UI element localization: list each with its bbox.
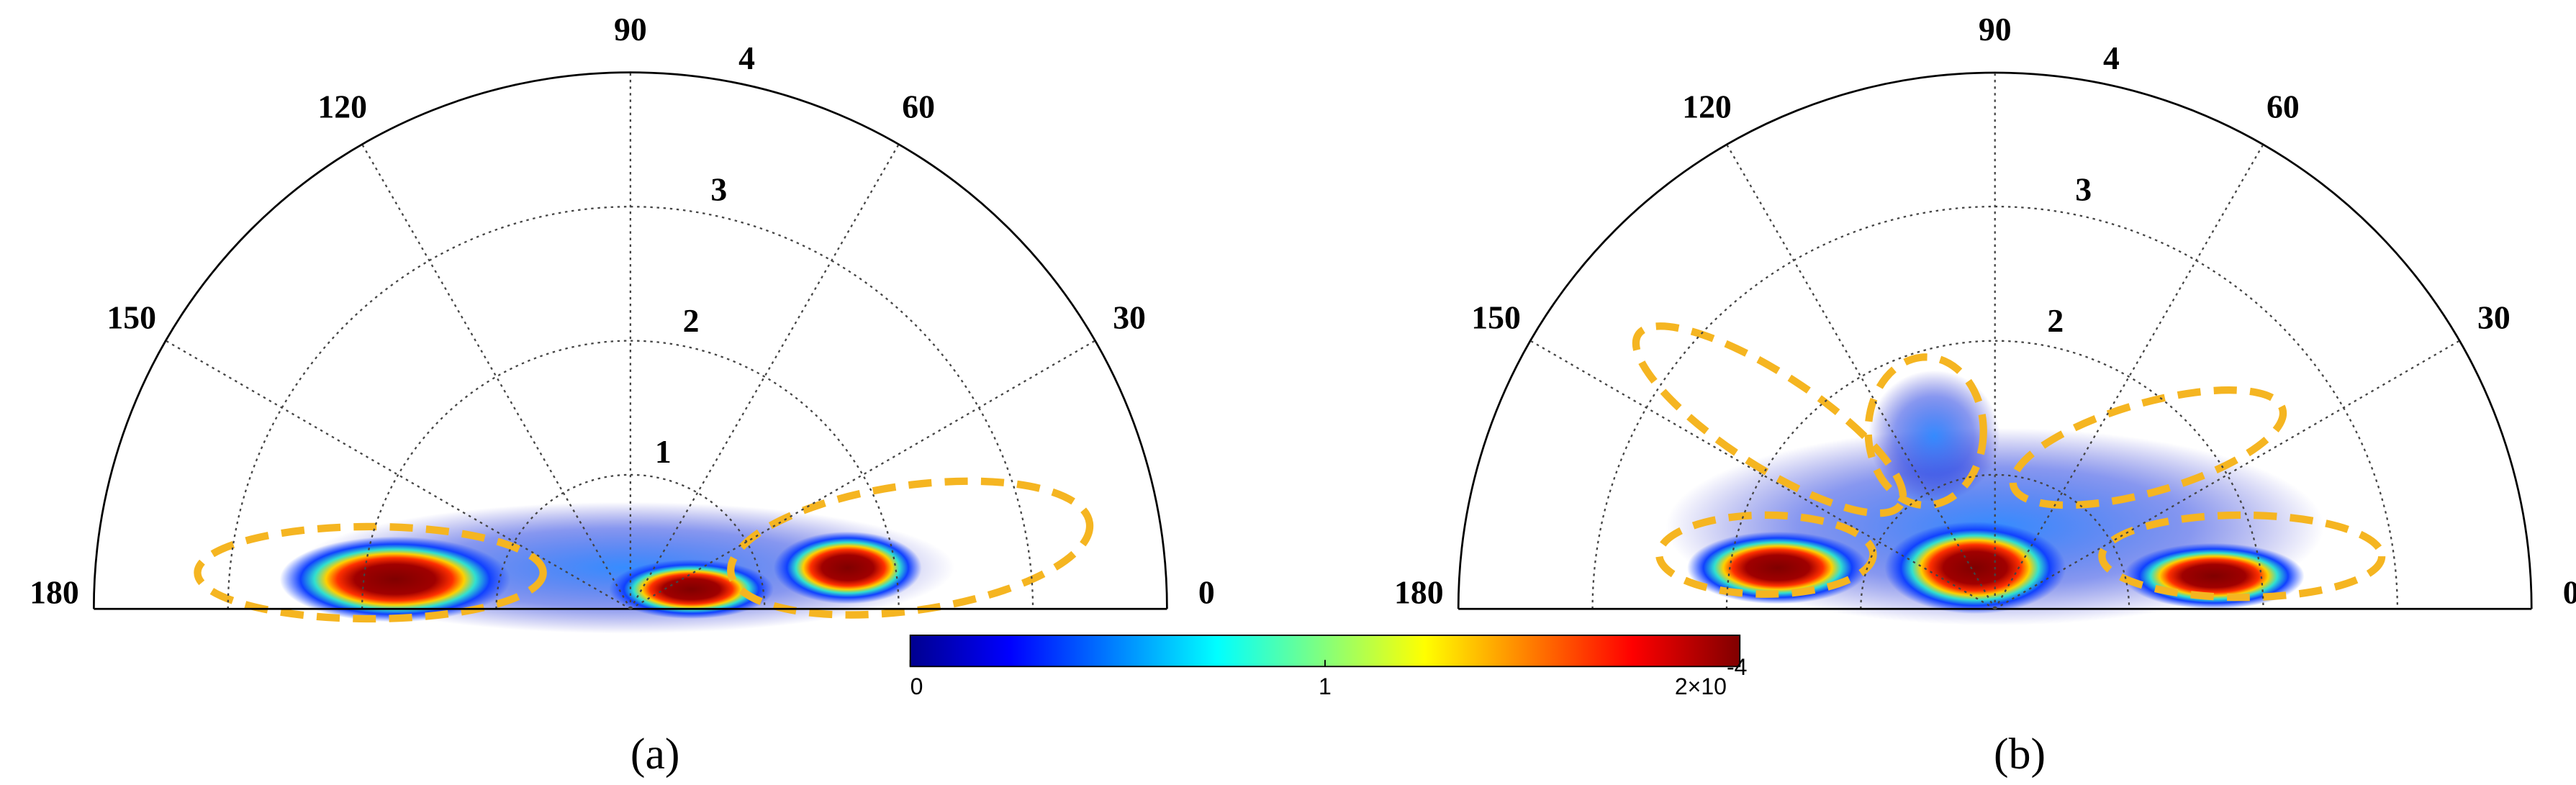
theta-tick-label: 150 [1471,299,1521,336]
panel-label: (a) [631,730,680,779]
r-tick-label: 3 [2075,171,2092,207]
outer-circle [1457,71,2533,609]
theta-tick-label: 90 [614,11,647,47]
theta-tick-label: 0 [2563,573,2576,610]
theta-tick-label: 0 [1198,573,1215,610]
colorbar-tick-label: 2×10 [1675,673,1727,699]
r-tick-label: 1 [655,433,672,470]
theta-tick-label: 120 [317,88,367,124]
r-tick-label: 3 [710,171,727,207]
outer-circle [92,71,1168,609]
theta-tick-label: 60 [2267,88,2300,124]
panel-label: (b) [1994,730,2046,779]
theta-tick-label: 60 [902,88,935,124]
colorbar-tick-label: 1 [1319,673,1332,699]
r-grid-circle [361,340,900,609]
colorbar-tick-label: 0 [910,673,923,699]
theta-tick-label: 180 [1394,573,1444,610]
colorbar-exponent: -4 [1727,654,1747,680]
r-grid-circle [1725,340,2264,609]
r-tick-label: 2 [2047,302,2064,339]
r-tick-label: 4 [2103,40,2120,76]
theta-tick-label: 120 [1682,88,1732,124]
theta-tick-label: 150 [107,299,156,336]
density-a [279,502,955,634]
density-b [1666,370,2325,626]
r-tick-label: 2 [683,302,700,339]
theta-tick-label: 30 [2477,299,2511,336]
r-grid-circle [495,473,766,609]
r-grid-circle [1860,473,2130,609]
theta-tick-label: 180 [30,573,79,610]
r-tick-label: 4 [738,40,755,76]
theta-tick-label: 90 [1979,11,2012,47]
theta-tick-label: 30 [1113,299,1146,336]
